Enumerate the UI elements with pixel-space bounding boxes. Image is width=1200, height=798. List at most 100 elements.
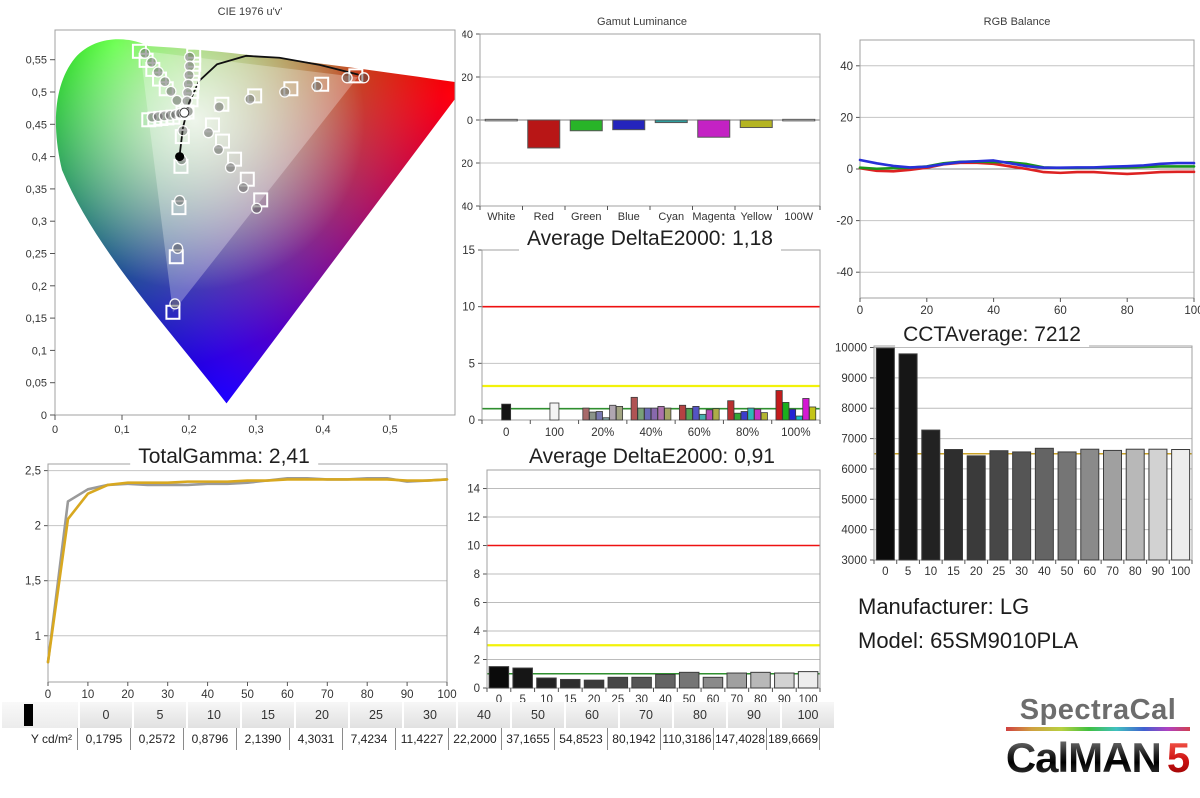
svg-text:7000: 7000 [841, 434, 867, 446]
gamma-chart: TotalGamma: 2,41 1 1,5 2 2,5 0 10 20 30 40 50 60 70… [0, 442, 460, 698]
luminance-value-cell: 0,2572 [131, 728, 184, 750]
svg-text:70: 70 [1106, 566, 1119, 578]
svg-text:9000: 9000 [841, 373, 867, 385]
svg-text:3000: 3000 [841, 555, 867, 567]
svg-text:25: 25 [993, 566, 1006, 578]
svg-text:Blue: Blue [618, 211, 640, 223]
gamut-luminance-chart: Gamut Luminance 40 20 0 -20 -40 White Red Green… [462, 8, 827, 224]
svg-text:6000: 6000 [841, 464, 867, 476]
luminance-value-cell: 22,2000 [449, 728, 502, 750]
gamut-luminance-plot: 40 20 0 -20 -40 White Red Green Blue Cyan Magenta Y… [462, 29, 821, 223]
svg-text:10000: 10000 [835, 343, 867, 355]
svg-text:10: 10 [467, 541, 480, 553]
svg-text:5: 5 [469, 358, 475, 370]
svg-text:0,3: 0,3 [248, 424, 263, 436]
svg-text:40: 40 [1038, 566, 1051, 578]
manufacturer-label: Manufacturer: LG [858, 594, 1030, 619]
calman-wordmark: CalMAN [1005, 734, 1162, 781]
svg-text:20: 20 [970, 566, 983, 578]
svg-text:40: 40 [987, 305, 1000, 316]
svg-text:Cyan: Cyan [658, 211, 684, 223]
svg-text:40: 40 [462, 29, 473, 41]
svg-text:15: 15 [462, 245, 475, 257]
luminance-col-header: 80 [674, 702, 728, 728]
luminance-table: 0 5 10 15 20 25 30 40 50 60 70 80 90 100 Y cd/m² 0,17… [2, 702, 836, 750]
gamut-luminance-title: Gamut Luminance [597, 16, 687, 28]
luminance-col-header: 20 [296, 702, 350, 728]
svg-text:15: 15 [947, 566, 960, 578]
deltae-saturation-plot: 0 5 10 15 0 100 20% 40% 60% 80% 100% [462, 245, 821, 439]
luminance-value-cell: 110,3186 [661, 728, 714, 750]
svg-text:-20: -20 [462, 158, 473, 170]
svg-text:5000: 5000 [841, 494, 867, 506]
svg-text:100W: 100W [784, 211, 813, 223]
deltae-saturation-chart: Average DeltaE2000: 1,18 0 5 10 15 0 100 20% 40… [462, 226, 827, 440]
deltae-saturation-title: Average DeltaE2000: 1,18 [519, 226, 781, 251]
svg-text:70: 70 [321, 689, 334, 698]
svg-text:0,15: 0,15 [26, 313, 47, 325]
svg-text:0,55: 0,55 [26, 55, 47, 67]
luminance-col-header: 60 [566, 702, 620, 728]
svg-text:20%: 20% [591, 427, 614, 439]
svg-text:100: 100 [545, 427, 564, 439]
luminance-value-cell: 147,4028 [714, 728, 767, 750]
svg-text:80: 80 [361, 689, 374, 698]
luminance-value-cell: 37,1655 [502, 728, 555, 750]
svg-text:0,05: 0,05 [26, 378, 47, 390]
svg-text:12: 12 [467, 512, 480, 524]
svg-text:0,4: 0,4 [32, 152, 47, 164]
svg-text:60: 60 [1054, 305, 1067, 316]
device-info: Manufacturer: LG Model: 65SM9010PLA [858, 590, 1078, 658]
svg-text:90: 90 [1152, 566, 1165, 578]
luminance-value-cell: 80,1942 [608, 728, 661, 750]
svg-text:0: 0 [474, 683, 480, 695]
luminance-col-header: 70 [620, 702, 674, 728]
brand-logos: SpectraCal CalMAN 5 [1000, 694, 1196, 791]
cie-1976-chart: CIE 1976 u'v' 0 0,05 0,1 0,15 0,2 0,25 0,3 0,35… [0, 0, 470, 445]
svg-text:2: 2 [35, 521, 41, 533]
svg-text:8000: 8000 [841, 403, 867, 415]
deltae-grayscale-chart: Average DeltaE2000: 0,91 0 2 4 6 8 10 12 14 0 5 10… [462, 442, 827, 708]
model-label: Model: 65SM9010PLA [858, 628, 1079, 653]
luminance-col-header: 100 [782, 702, 836, 728]
calman-logo: CalMAN 5 [1000, 735, 1196, 791]
svg-text:0,35: 0,35 [26, 184, 47, 196]
cct-plot: 3000 4000 5000 6000 7000 8000 9000 10000 0 5 10 15 2… [835, 343, 1193, 578]
svg-text:0,45: 0,45 [26, 119, 47, 131]
svg-text:5: 5 [905, 566, 911, 578]
luminance-table-value-row: Y cd/m² 0,1795 0,2572 0,8796 2,1390 4,3031 7,… [2, 728, 836, 750]
svg-text:0: 0 [45, 689, 51, 698]
svg-text:100: 100 [1184, 305, 1200, 316]
svg-text:0,3: 0,3 [32, 216, 47, 228]
rainbow-bar [1006, 727, 1190, 731]
luminance-value-cell: 4,3031 [290, 728, 343, 750]
svg-text:0,2: 0,2 [181, 424, 196, 436]
svg-text:20: 20 [121, 689, 134, 698]
rgb-balance-chart: RGB Balance 40 20 0 -20 -40 0 20 40 60 80 100 [822, 8, 1200, 316]
svg-text:50: 50 [241, 689, 254, 698]
svg-text:0,5: 0,5 [32, 87, 47, 99]
svg-text:30: 30 [161, 689, 174, 698]
svg-text:100%: 100% [781, 427, 810, 439]
svg-text:60: 60 [281, 689, 294, 698]
svg-text:10: 10 [462, 302, 475, 314]
svg-text:2: 2 [474, 655, 480, 667]
svg-text:0: 0 [496, 694, 502, 706]
luminance-col-header: 0 [80, 702, 134, 728]
svg-text:40: 40 [840, 61, 853, 73]
svg-text:0,5: 0,5 [382, 424, 397, 436]
deltae-grayscale-title: Average DeltaE2000: 0,91 [521, 444, 783, 469]
luminance-col-header: 90 [728, 702, 782, 728]
luminance-col-header: 5 [134, 702, 188, 728]
svg-text:80: 80 [1121, 305, 1134, 316]
luminance-value-cell: 0,1795 [78, 728, 131, 750]
svg-text:80: 80 [1129, 566, 1142, 578]
svg-text:Green: Green [571, 211, 602, 223]
svg-text:0: 0 [469, 415, 475, 427]
rgb-balance-title: RGB Balance [983, 16, 1051, 28]
svg-text:20: 20 [462, 72, 473, 84]
svg-text:40%: 40% [639, 427, 662, 439]
luminance-row-label: Y cd/m² [2, 728, 78, 750]
svg-text:0: 0 [503, 427, 509, 439]
